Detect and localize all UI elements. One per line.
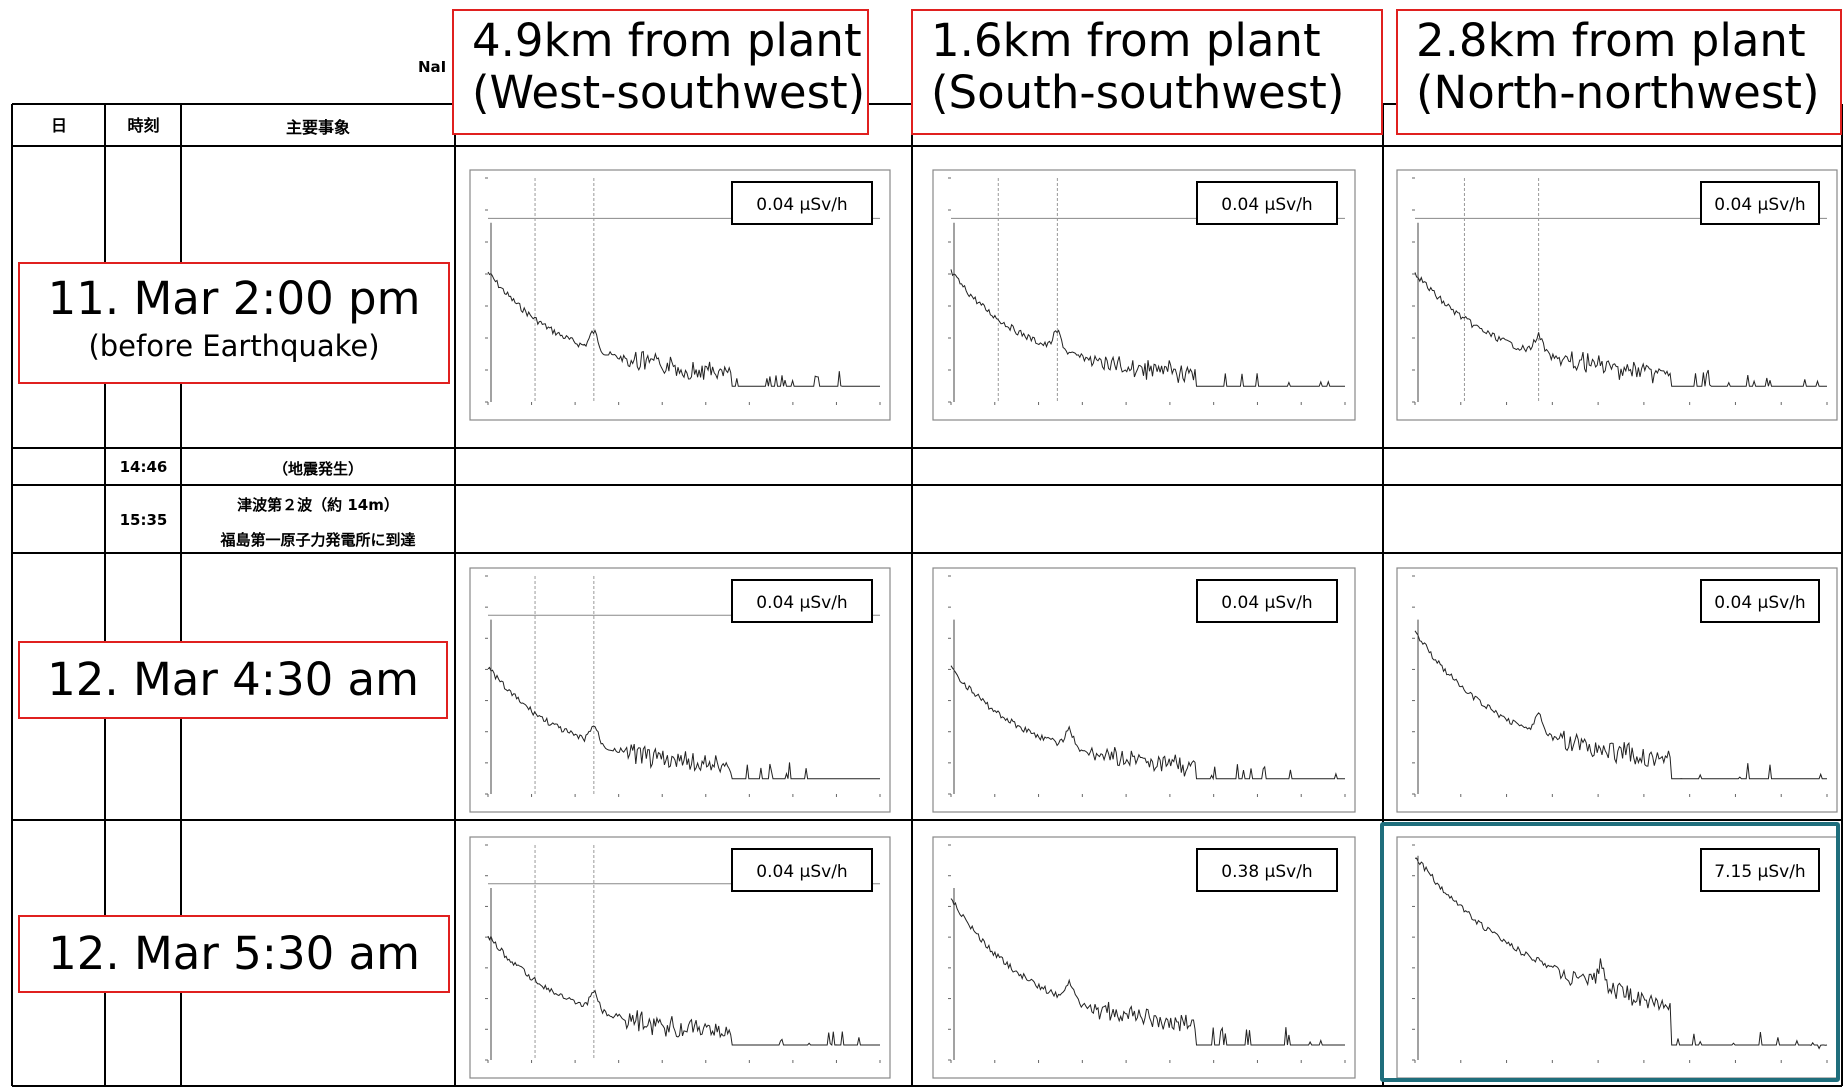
header-day: 日 bbox=[50, 116, 67, 135]
column-label-ssw-line2: (South-southwest) bbox=[931, 66, 1345, 119]
spectrum-line bbox=[1414, 272, 1827, 387]
spectrum-line bbox=[950, 898, 1345, 1046]
spectrum-line bbox=[487, 934, 880, 1047]
row-label-mar11-line2: (before Earthquake) bbox=[88, 329, 380, 363]
spectrum-line bbox=[1414, 630, 1827, 780]
dose-box bbox=[731, 181, 873, 225]
column-label-nnw-line1: 2.8km from plant bbox=[1416, 14, 1806, 67]
dose-box bbox=[731, 848, 873, 892]
dose-box bbox=[731, 579, 873, 623]
header-fragment: NaI bbox=[418, 58, 447, 76]
spectrum-line bbox=[950, 665, 1345, 781]
column-label-nnw-line2: (North-northwest) bbox=[1416, 66, 1820, 119]
event-time-1535: 15:35 bbox=[119, 511, 168, 529]
header-event: 主要事象 bbox=[285, 118, 350, 137]
row-label-mar12-0430: 12. Mar 4:30 am bbox=[18, 641, 448, 719]
column-label-ssw: 1.6km from plant (South-southwest) bbox=[911, 9, 1383, 135]
dose-value: 0.04 μSv/h bbox=[756, 862, 847, 882]
column-label-nnw: 2.8km from plant (North-northwest) bbox=[1396, 9, 1842, 135]
dose-box bbox=[1196, 848, 1338, 892]
event-earthquake: （地震発生） bbox=[272, 460, 363, 478]
row-label-mar11-line1: 11. Mar 2:00 pm bbox=[47, 272, 421, 325]
dose-value: 0.04 μSv/h bbox=[756, 195, 847, 215]
event-tsunami-line2: 福島第一原子力発電所に到達 bbox=[220, 531, 416, 549]
dose-value: 7.15 μSv/h bbox=[1714, 862, 1805, 882]
spectrum-line bbox=[950, 269, 1345, 387]
dose-value: 0.38 μSv/h bbox=[1221, 862, 1312, 882]
column-label-wsw: 4.9km from plant (West-southwest) bbox=[452, 9, 869, 135]
dose-value: 0.04 μSv/h bbox=[1221, 195, 1312, 215]
dose-value: 0.04 μSv/h bbox=[756, 593, 847, 613]
row-label-mar11: 11. Mar 2:00 pm (before Earthquake) bbox=[18, 262, 450, 384]
event-tsunami-line1: 津波第２波（約 14m） bbox=[237, 496, 399, 514]
header-time: 時刻 bbox=[127, 116, 160, 135]
dose-box bbox=[1700, 848, 1820, 892]
dose-value: 0.04 μSv/h bbox=[1714, 593, 1805, 613]
spectrum-line bbox=[1414, 857, 1828, 1050]
event-time-1446: 14:46 bbox=[119, 458, 168, 476]
dose-box bbox=[1196, 181, 1338, 225]
dose-value: 0.04 μSv/h bbox=[1714, 195, 1805, 215]
row-label-mar12-0530: 12. Mar 5:30 am bbox=[18, 915, 450, 993]
dose-box bbox=[1700, 579, 1820, 623]
spectrum-line bbox=[487, 666, 880, 780]
highlight-frame bbox=[1380, 822, 1840, 1082]
column-label-wsw-line2: (West-southwest) bbox=[472, 66, 866, 119]
spectrum-line bbox=[487, 271, 880, 387]
column-label-ssw-line1: 1.6km from plant bbox=[931, 14, 1321, 67]
dose-value: 0.04 μSv/h bbox=[1221, 593, 1312, 613]
dose-box bbox=[1700, 181, 1820, 225]
column-label-wsw-line1: 4.9km from plant bbox=[472, 14, 862, 67]
dose-box bbox=[1196, 579, 1338, 623]
